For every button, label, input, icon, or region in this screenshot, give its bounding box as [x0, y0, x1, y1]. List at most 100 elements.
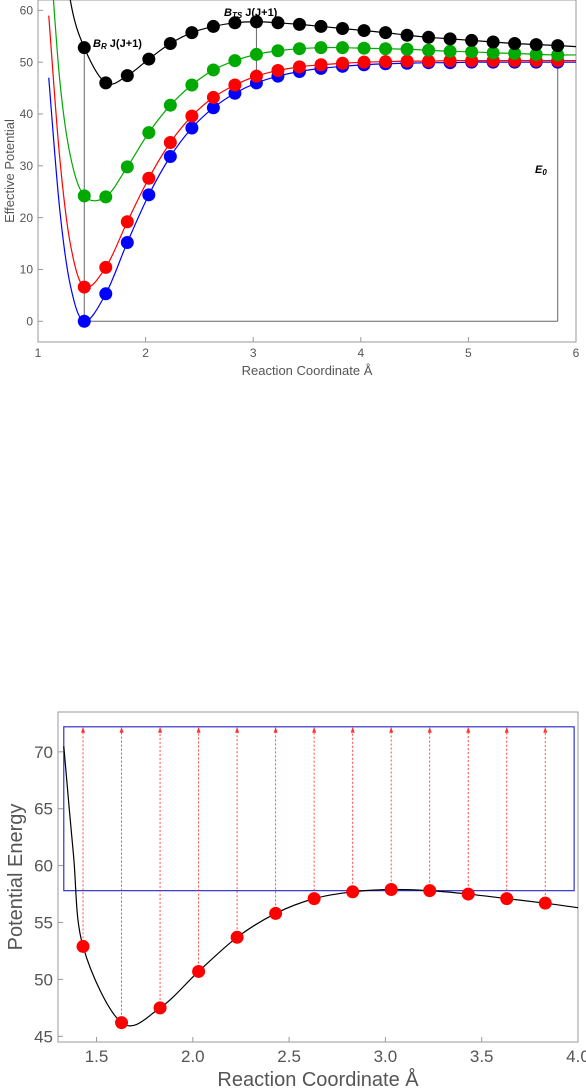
arrow-head — [81, 726, 86, 733]
series-line — [48, 61, 576, 322]
data-point — [529, 38, 543, 52]
x-tick-label: 1.5 — [85, 1047, 109, 1066]
data-point — [115, 1016, 129, 1030]
energy-box-rect — [63, 726, 575, 892]
y-tick-label: 55 — [34, 913, 53, 932]
data-point — [228, 54, 242, 68]
e0-annotation: E0 — [535, 164, 547, 177]
data-point — [346, 885, 360, 899]
data-point — [163, 149, 177, 163]
arrows — [81, 726, 548, 1023]
data-point — [384, 883, 398, 897]
bts-suffix: J(J+1) — [242, 7, 277, 19]
arrow-head — [312, 726, 317, 733]
series-line — [63, 746, 578, 1027]
series-points — [76, 883, 552, 1030]
data-point — [551, 39, 565, 53]
y-tick-label: 70 — [34, 743, 53, 762]
data-point — [314, 19, 328, 33]
y-tick-label: 65 — [34, 800, 53, 819]
data-point — [400, 28, 414, 42]
data-point — [120, 236, 134, 250]
data-point — [314, 58, 328, 72]
series-points — [77, 15, 565, 328]
x-axis-label: Reaction Coordinate Å — [217, 1068, 419, 1091]
data-point — [422, 54, 436, 68]
data-point — [271, 44, 285, 58]
data-point — [400, 42, 414, 56]
data-point — [423, 884, 437, 898]
data-point — [443, 44, 457, 58]
data-point — [465, 45, 479, 59]
data-point — [99, 76, 113, 90]
arrow-head — [350, 726, 355, 733]
tick-marks — [37, 9, 577, 342]
data-point — [142, 171, 156, 185]
data-point — [508, 37, 522, 51]
data-point — [486, 46, 500, 60]
data-point — [77, 189, 91, 203]
y-axis-label: Effective Potential — [2, 119, 17, 223]
arrow-head — [543, 726, 548, 733]
data-point — [206, 90, 220, 104]
data-point — [163, 98, 177, 112]
data-point — [249, 15, 263, 29]
data-point — [249, 69, 263, 83]
data-point — [153, 1001, 167, 1015]
data-point — [120, 160, 134, 174]
data-point — [508, 46, 522, 60]
plot-frame — [37, 0, 577, 343]
br-annotation: BR J(J+1) — [93, 38, 142, 51]
data-point — [163, 37, 177, 51]
data-point — [77, 314, 91, 328]
e0-sub: 0 — [542, 168, 547, 177]
x-tick-label: 3 — [250, 346, 257, 360]
arrow-head — [466, 726, 471, 733]
data-point — [185, 109, 199, 123]
data-point — [230, 930, 244, 944]
data-point — [292, 17, 306, 31]
x-tick-label: 2 — [142, 346, 149, 360]
bts-sub: TS — [232, 11, 243, 20]
data-point — [206, 101, 220, 115]
potential-energy-chart: 1.5 2.0 2.5 3.0 3.5 4.0 45 50 55 60 65 70 Reaction … — [5, 711, 586, 1091]
data-point — [77, 280, 91, 294]
data-point — [249, 47, 263, 61]
data-point — [77, 41, 91, 55]
data-point — [400, 54, 414, 68]
data-point — [185, 121, 199, 135]
x-tick-label: 1 — [35, 346, 42, 360]
y-tick-label: 45 — [34, 1027, 53, 1046]
reference-lines — [83, 21, 559, 322]
data-point — [357, 24, 371, 38]
data-point — [271, 16, 285, 30]
data-point — [379, 42, 393, 56]
y-tick-label: 60 — [34, 857, 53, 876]
data-point — [500, 892, 514, 906]
data-point — [99, 287, 113, 301]
data-point — [461, 887, 475, 901]
data-point — [357, 41, 371, 55]
y-tick-label: 40 — [20, 107, 34, 121]
e0-main: E — [535, 164, 543, 176]
data-point — [120, 69, 134, 83]
data-point — [465, 33, 479, 47]
data-point — [486, 35, 500, 49]
data-point — [163, 136, 177, 149]
x-tick-label: 2.0 — [181, 1047, 205, 1066]
br-main: B — [93, 38, 101, 50]
x-axis-label: Reaction Coordinate Å — [242, 363, 373, 378]
data-point — [379, 26, 393, 40]
data-point — [120, 215, 134, 229]
br-sub: R — [101, 42, 107, 51]
data-point — [99, 260, 113, 274]
data-point — [228, 16, 242, 30]
data-point — [551, 48, 565, 62]
arrow-head — [235, 726, 240, 733]
data-point — [443, 54, 457, 68]
x-tick-label: 5 — [465, 346, 472, 360]
data-point — [142, 126, 156, 140]
y-tick-label: 0 — [26, 314, 33, 328]
y-tick-label: 30 — [20, 159, 34, 173]
